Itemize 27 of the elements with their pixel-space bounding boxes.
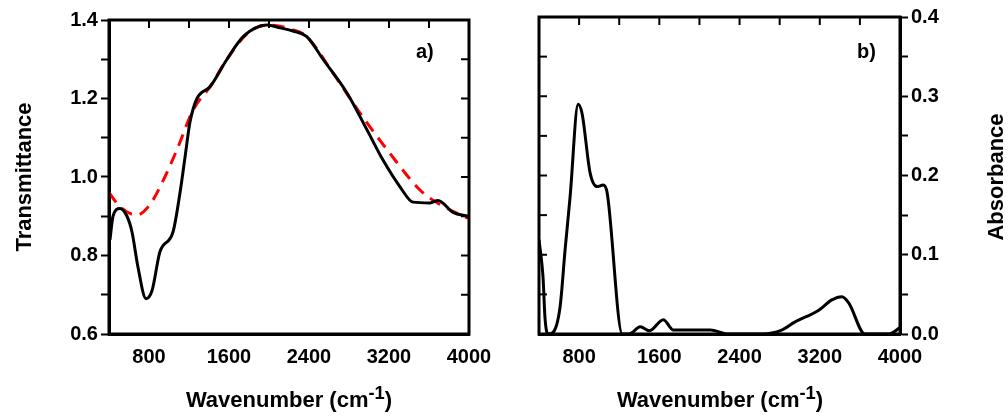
y2-tick-label: 0.3 <box>911 83 939 106</box>
x-tick-label: 4000 <box>446 344 492 367</box>
x-axis-title: Wavenumber (cm$^{-1}$) <box>185 382 393 414</box>
y-tick-label: 1.2 <box>70 86 98 109</box>
x-tick-label: 2400 <box>286 344 332 367</box>
x-tick-label: 1600 <box>637 344 682 367</box>
y2-tick-label: 0.0 <box>911 321 939 344</box>
y-tick-label: 0.6 <box>70 321 98 344</box>
y-tick-label: 1.4 <box>70 7 99 30</box>
annotation: b) <box>857 40 876 63</box>
y-tick-label: 1.0 <box>70 164 98 187</box>
y-tick-label: 0.8 <box>70 243 98 266</box>
x-tick-label: 4000 <box>877 344 923 367</box>
x-tick-label: 1600 <box>206 344 252 367</box>
y2-tick-label: 0.2 <box>911 163 939 186</box>
x-tick-label: 800 <box>562 344 596 367</box>
y2-axis-title: Absorbance <box>983 113 1008 241</box>
x-tick-label: 3200 <box>366 344 412 367</box>
x-tick-label: 2400 <box>717 344 762 367</box>
x-tick-label: 800 <box>132 344 166 367</box>
x-axis-title: Wavenumber (cm$^{-1}$) <box>616 382 824 414</box>
y-axis-title: Transmittance <box>11 102 37 252</box>
y2-tick-label: 0.4 <box>911 4 940 27</box>
x-tick-label: 3200 <box>797 344 843 367</box>
annotation: a) <box>416 40 434 63</box>
y2-tick-label: 0.1 <box>911 242 939 265</box>
line-series <box>109 23 469 220</box>
